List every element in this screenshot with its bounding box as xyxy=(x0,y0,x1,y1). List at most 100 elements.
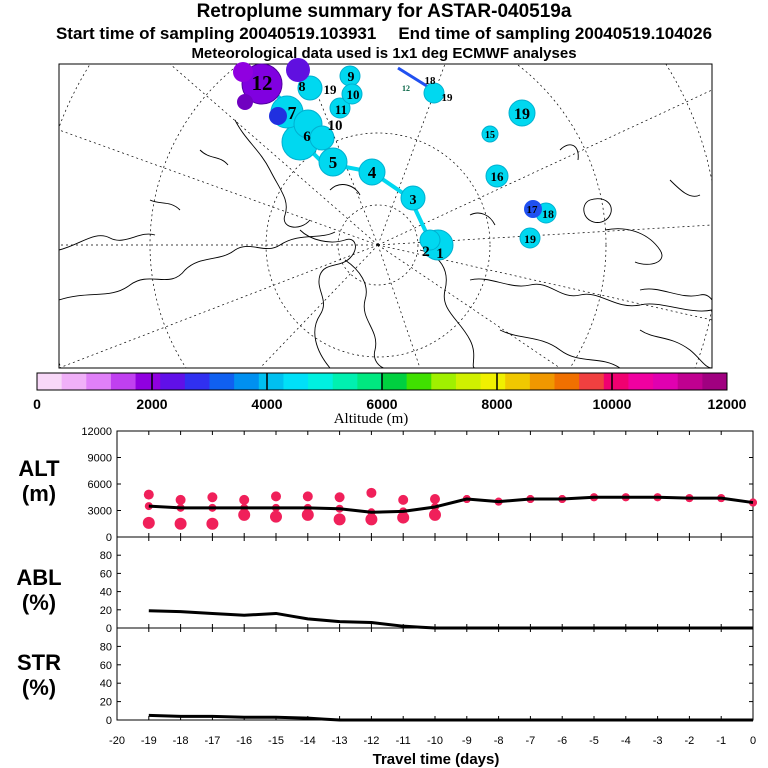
colorbar-tick-label: 2000 xyxy=(136,396,167,412)
alt-series-line xyxy=(148,495,754,514)
colorbar-tick-label: 6000 xyxy=(366,396,397,412)
alt-bottom-point xyxy=(206,517,219,530)
str-panel: 0 20 40 60 80 xyxy=(100,627,754,727)
abl-y-tick-label: 60 xyxy=(100,568,112,580)
abl-panel: 0 20 40 60 80 xyxy=(100,536,754,635)
alt-bottom-point xyxy=(429,508,441,521)
colorbar-tick-label: 8000 xyxy=(481,396,512,412)
x-tick-label: -4 xyxy=(621,735,631,747)
alt-bottom-point xyxy=(397,511,410,524)
colorbar-swatch xyxy=(37,373,63,390)
alt-top-point xyxy=(430,494,440,505)
colorbar-swatch xyxy=(283,373,309,390)
x-axis-title: Travel time (days) xyxy=(373,751,500,768)
abl-y-tick-label: 20 xyxy=(100,605,112,617)
plume-label: 19 xyxy=(442,92,454,104)
alt-top-point xyxy=(366,487,377,498)
alt-bottom-point xyxy=(301,508,314,521)
str-y-tick-label: 60 xyxy=(100,660,112,672)
x-tick-label: -2 xyxy=(685,735,695,747)
str-series-line xyxy=(148,713,753,722)
alt-bottom-point xyxy=(365,513,378,526)
str-panel-label: STR xyxy=(17,650,61,675)
colorbar-swatch xyxy=(653,373,679,390)
colorbar-swatch xyxy=(308,373,334,390)
plume-label: 5 xyxy=(329,153,338,172)
str-y-tick-label: 40 xyxy=(100,678,112,690)
plume-label: 2 xyxy=(422,244,430,260)
colorbar-swatch xyxy=(61,373,87,390)
colorbar-swatch xyxy=(431,373,457,390)
x-tick-label: -16 xyxy=(236,735,252,747)
colorbar-swatch xyxy=(184,373,210,390)
plume-label: 16 xyxy=(491,169,505,184)
colorbar-swatch xyxy=(554,373,580,390)
plume-trajectory xyxy=(233,58,557,261)
time-series-panels: 0 3000 6000 9000 12000 0 20 40 60 80 0 20 40 60 80 xyxy=(81,426,757,727)
colorbar-swatch xyxy=(406,373,432,390)
str-panel-unit: (%) xyxy=(22,675,56,700)
colorbar-swatch xyxy=(480,373,506,390)
colorbar-swatch xyxy=(455,373,482,390)
start-time: Start time of sampling 20040519.103931 xyxy=(55,24,377,43)
colorbar-tick-label: 0 xyxy=(33,396,41,412)
alt-y-tick-label: 6000 xyxy=(88,479,112,491)
alt-top-point xyxy=(175,494,186,505)
alt-top-point xyxy=(271,491,281,502)
met-data-note: Meteorological data used is 1x1 deg ECMW… xyxy=(191,45,577,62)
str-plot-frame xyxy=(116,627,754,721)
plume-label: 1 xyxy=(436,246,444,262)
colorbar-swatch xyxy=(702,373,728,390)
alt-bottom-point xyxy=(270,510,282,523)
colorbar-swatch xyxy=(505,373,531,390)
x-tick-label: -19 xyxy=(141,735,157,747)
plume-label: 3 xyxy=(410,193,417,208)
colorbar-swatch xyxy=(135,373,161,390)
plume-day-labels: 1 2 3 4 5 6 7 8 9 10 11 12 15 16 17 18 1… xyxy=(252,70,555,262)
str-y-tick-label: 0 xyxy=(106,715,112,727)
x-tick-label: -10 xyxy=(427,735,443,747)
str-y-tick-label: 20 xyxy=(100,697,112,709)
alt-top-point xyxy=(239,494,250,505)
chart-title: Retroplume summary for ASTAR-040519a xyxy=(196,1,572,22)
alt-panel: 0 3000 6000 9000 12000 xyxy=(81,426,757,544)
plume-label: 7 xyxy=(288,103,297,123)
colorbar-swatch xyxy=(209,373,235,390)
x-tick-label: -18 xyxy=(173,735,189,747)
colorbar-swatch xyxy=(529,373,555,390)
alt-panel-label: ALT xyxy=(18,456,60,481)
altitude-colorbar: 0 2000 4000 6000 8000 10000 12000 Altitude (m) xyxy=(33,372,747,427)
plume-label: 15 xyxy=(485,130,495,141)
x-tick-label: -6 xyxy=(557,735,567,747)
map-graticule xyxy=(59,64,712,368)
alt-top-point xyxy=(207,492,218,503)
map-frame xyxy=(58,63,713,369)
plume-label: 10 xyxy=(347,87,360,102)
colorbar-swatch xyxy=(258,373,284,390)
colorbar-swatch xyxy=(86,373,112,390)
str-y-tick-label: 80 xyxy=(100,641,112,653)
colorbar-label: Altitude (m) xyxy=(334,411,409,427)
plume-label: 8 xyxy=(299,80,306,95)
abl-y-tick-label: 0 xyxy=(106,623,112,635)
alt-top-point xyxy=(334,492,345,503)
colorbar-swatch xyxy=(603,373,629,390)
alt-y-tick-label: 3000 xyxy=(88,506,112,518)
alt-bottom-point xyxy=(142,516,155,529)
colorbar-swatch xyxy=(160,373,186,390)
alt-top-point xyxy=(398,494,409,505)
x-tick-label: -8 xyxy=(494,735,504,747)
plume-label: 9 xyxy=(348,70,355,85)
alt-top-point xyxy=(302,491,313,502)
colorbar-swatch xyxy=(579,373,605,390)
x-tick-label: -1 xyxy=(716,735,726,747)
plume-label: 10 xyxy=(328,118,343,134)
polar-map: 1 2 3 4 5 6 7 8 9 10 11 12 15 16 17 18 1… xyxy=(58,58,713,369)
alt-bottom-point xyxy=(238,508,251,521)
colorbar-tick-label: 4000 xyxy=(251,396,282,412)
colorbar-swatch xyxy=(628,373,654,390)
colorbar-tick-label: 12000 xyxy=(708,396,747,412)
plume-label: 19 xyxy=(324,82,338,97)
colorbar-swatch xyxy=(677,373,703,390)
